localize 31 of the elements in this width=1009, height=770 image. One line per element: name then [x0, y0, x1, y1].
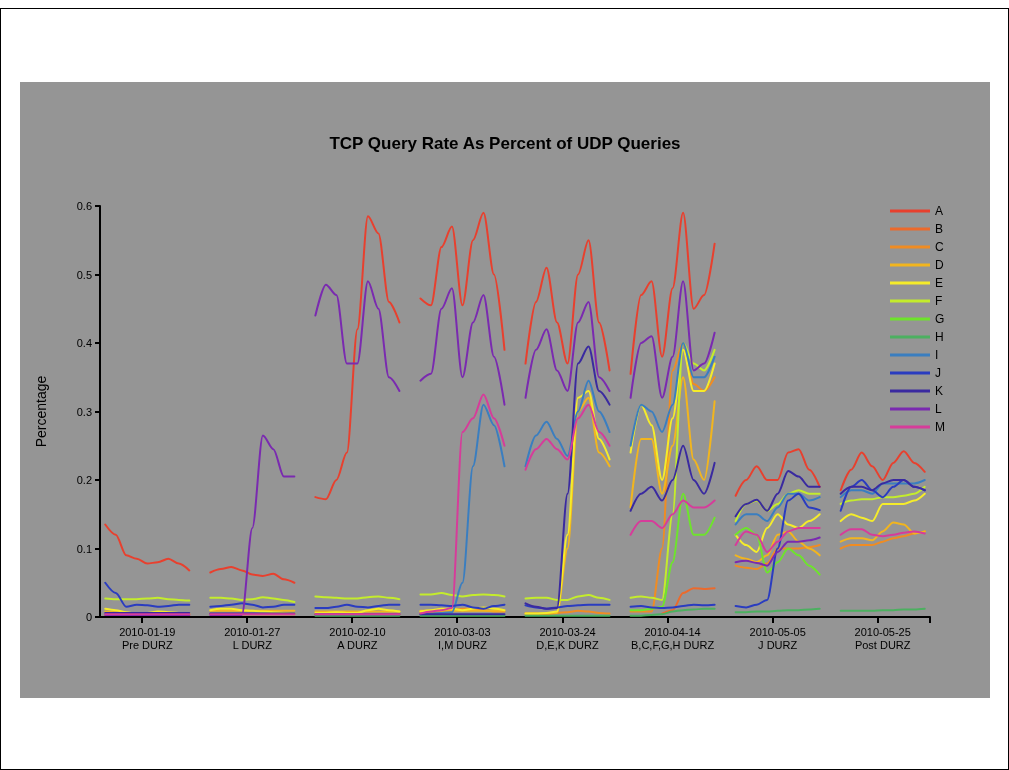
y-tick-label: 0.2 — [76, 474, 92, 486]
line-series — [661, 587, 716, 615]
x-tick-label: 2010-02-10 A DURZ — [329, 625, 386, 651]
y-tick-label: 0.4 — [76, 337, 92, 349]
x-tick-label: 2010-03-24 D,E,K DURZ — [536, 625, 599, 651]
legend-label: B — [935, 222, 944, 236]
x-tick-label: 2010-03-03 I,M DURZ — [434, 625, 491, 651]
x-tick-label: 2010-01-27 L DURZ — [224, 625, 281, 651]
legend-label: C — [935, 240, 944, 254]
legend-label: E — [935, 276, 944, 290]
legend-label: J — [935, 366, 941, 380]
y-tick-label: 0.1 — [76, 542, 92, 555]
y-tick-label: 0.3 — [76, 405, 92, 418]
x-tick-label: 2010-05-25 Post DURZ — [854, 625, 911, 651]
legend-label: D — [935, 258, 944, 272]
legend-label: H — [935, 330, 944, 344]
legend-label: K — [935, 384, 944, 398]
y-tick-label: 0.6 — [76, 200, 92, 212]
y-tick-label: 0.5 — [76, 268, 92, 281]
y-tick-label: 0 — [85, 611, 92, 623]
legend-label: L — [935, 402, 942, 416]
y-axis-title: Percentage — [33, 375, 49, 448]
legend-label: F — [935, 294, 943, 308]
x-tick-label: 2010-05-05 J DURZ — [749, 625, 806, 651]
legend-label: G — [935, 312, 945, 326]
x-tick-label: 2010-04-14 B,C,F,G,H DURZ — [631, 625, 715, 651]
x-tick-label: 2010-01-19 Pre DURZ — [119, 625, 176, 651]
legend-label: M — [935, 420, 945, 434]
chart-title: TCP Query Rate As Percent of UDP Queries — [329, 134, 681, 153]
legend-label: I — [935, 348, 939, 362]
legend-label: A — [935, 204, 944, 218]
